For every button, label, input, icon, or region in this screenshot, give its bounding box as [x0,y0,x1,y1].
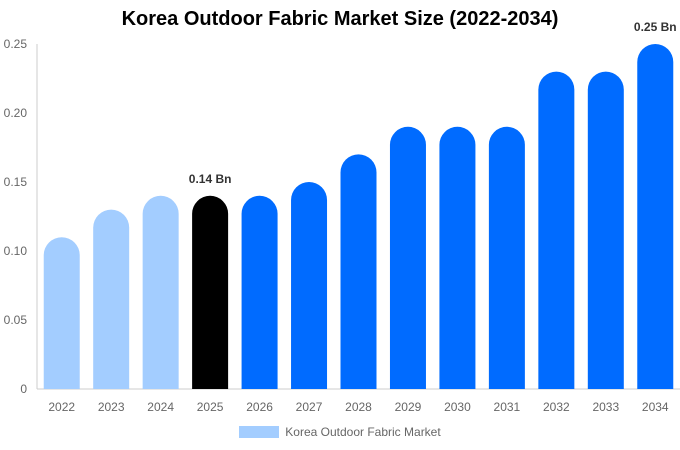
bar-2023[interactable] [93,209,130,389]
x-tick-label: 2024 [147,400,174,414]
x-tick-label: 2033 [592,400,619,414]
x-tick-label: 2034 [642,400,669,414]
value-annotation: 0.25 Bn [634,20,677,34]
y-tick-label: 0 [20,382,27,396]
y-tick-label: 0.15 [4,175,28,189]
bar-2033[interactable] [587,71,624,389]
x-tick-label: 2023 [98,400,125,414]
value-annotation: 0.14 Bn [189,172,232,186]
bar-2028[interactable] [340,154,377,389]
x-tick-label: 2028 [345,400,372,414]
x-tick-label: 2026 [246,400,273,414]
bar-2025[interactable] [192,195,229,389]
bar-2026[interactable] [241,195,278,389]
bar-2029[interactable] [389,126,426,389]
y-tick-label: 0.25 [4,37,28,51]
chart-bars [43,44,674,389]
bar-2031[interactable] [488,126,525,389]
y-tick-label: 0.10 [4,244,28,258]
bar-2030[interactable] [439,126,476,389]
x-tick-label: 2030 [444,400,471,414]
chart-title: Korea Outdoor Fabric Market Size (2022-2… [121,8,559,30]
x-tick-label: 2022 [48,400,75,414]
x-tick-label: 2029 [395,400,422,414]
bar-2034[interactable] [637,44,674,389]
x-tick-label: 2032 [543,400,570,414]
y-tick-label: 0.05 [4,313,28,327]
x-tick-label: 2025 [197,400,224,414]
y-tick-label: 0.20 [4,106,28,120]
bar-2032[interactable] [538,71,575,389]
legend-swatch [239,426,280,438]
bar-2022[interactable] [43,237,80,389]
legend-label: Korea Outdoor Fabric Market [285,425,441,439]
chart-labels: 2022 2023 2024 2025 2026 2027 2028 2029 2030 2031… [48,20,676,414]
chart-legend[interactable]: Korea Outdoor Fabric Market [0,425,680,439]
bar-2024[interactable] [142,195,179,389]
bar-2027[interactable] [291,182,328,389]
x-tick-label: 2031 [494,400,521,414]
x-tick-label: 2027 [296,400,323,414]
